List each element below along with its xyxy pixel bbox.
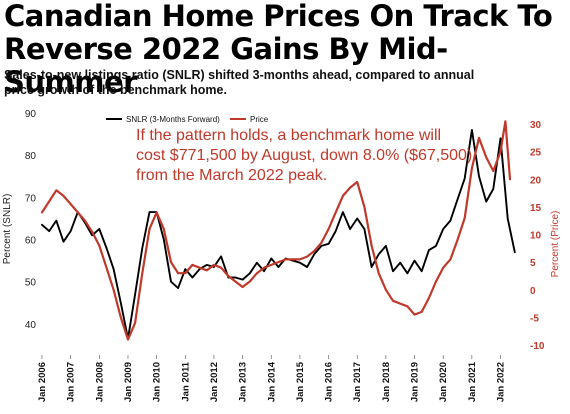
x-tick-label: Jan 2021 — [467, 361, 478, 402]
y2-tick-label: 5 — [530, 258, 536, 269]
x-tick-label: Jan 2019 — [410, 362, 421, 402]
x-tick-label: Jan 2014 — [266, 361, 277, 402]
chart-legend: SNLR (3-Months Forward) Price — [106, 115, 269, 124]
annotation-line: If the pattern holds, a benchmark home w… — [136, 127, 441, 144]
y2-tick-label: -5 — [530, 313, 539, 324]
subtitle-line-1: Sales-to-new listings ratio (SNLR) shift… — [4, 68, 475, 82]
page-title: Canadian Home Prices On Track To Reverse… — [4, 0, 570, 99]
legend-label: Price — [250, 115, 269, 124]
y2-tick-label: 30 — [530, 120, 542, 131]
y2-tick-label: 0 — [530, 286, 536, 297]
title-line-2: Reverse 2022 Gains By Mid-Summer — [4, 32, 448, 99]
y2-tick-label: 15 — [530, 203, 542, 214]
x-tick-label: Jan 2012 — [209, 362, 220, 402]
x-tick-label: Jan 2009 — [123, 362, 134, 402]
x-tick-label: Jan 2018 — [381, 362, 392, 402]
series-layer — [40, 120, 516, 341]
subtitle-line-2: price growth of the benchmark home. — [4, 83, 227, 97]
y-tick-label: 40 — [25, 320, 37, 331]
chart-annotation: If the pattern holds, a benchmark home w… — [136, 127, 472, 184]
title-line-1: Canadian Home Prices On Track To — [4, 0, 553, 33]
y2-tick-label: 20 — [530, 175, 542, 186]
y2-axis-label: Percent (Price) — [550, 211, 561, 278]
x-tick-label: Jan 2006 — [37, 362, 48, 402]
y-tick-label: 90 — [25, 109, 37, 120]
axes-layer: 40 50 60 70 80 90 -10 -5 0 5 10 15 20 25 30 Jan 2006 Jan… — [2, 109, 561, 402]
x-tick-label: Jan 2022 — [496, 362, 507, 402]
y-tick-label: 50 — [25, 278, 37, 289]
x-tick-label: Jan 2016 — [324, 362, 335, 402]
annotation-line: cost $771,500 by August, down 8.0% ($67,… — [136, 147, 472, 164]
x-tick-label: Jan 2013 — [238, 362, 249, 402]
y-tick-label: 70 — [25, 193, 37, 204]
y-tick-label: 80 — [25, 151, 37, 162]
x-tick-label: Jan 2020 — [438, 362, 449, 402]
x-tick-label: Jan 2017 — [352, 362, 363, 402]
legend-label: SNLR (3-Months Forward) — [126, 115, 220, 124]
x-tick-label: Jan 2015 — [295, 361, 306, 402]
y-tick-label: 60 — [25, 236, 37, 247]
x-tick-label: Jan 2010 — [152, 362, 163, 402]
y2-tick-label: 25 — [530, 148, 542, 159]
x-tick-label: Jan 2008 — [94, 362, 105, 402]
y2-tick-label: -10 — [530, 341, 545, 352]
series-line-price — [40, 120, 512, 341]
series-line-snlr — [41, 128, 516, 340]
x-tick-label: Jan 2011 — [180, 361, 191, 401]
x-tick-label: Jan 2007 — [66, 362, 77, 402]
y2-tick-label: 10 — [530, 231, 542, 242]
y-axis-label: Percent (SNLR) — [2, 194, 13, 265]
chart-subtitle: Sales-to-new listings ratio (SNLR) shift… — [4, 68, 564, 98]
annotation-line: from the March 2022 peak. — [136, 167, 327, 184]
